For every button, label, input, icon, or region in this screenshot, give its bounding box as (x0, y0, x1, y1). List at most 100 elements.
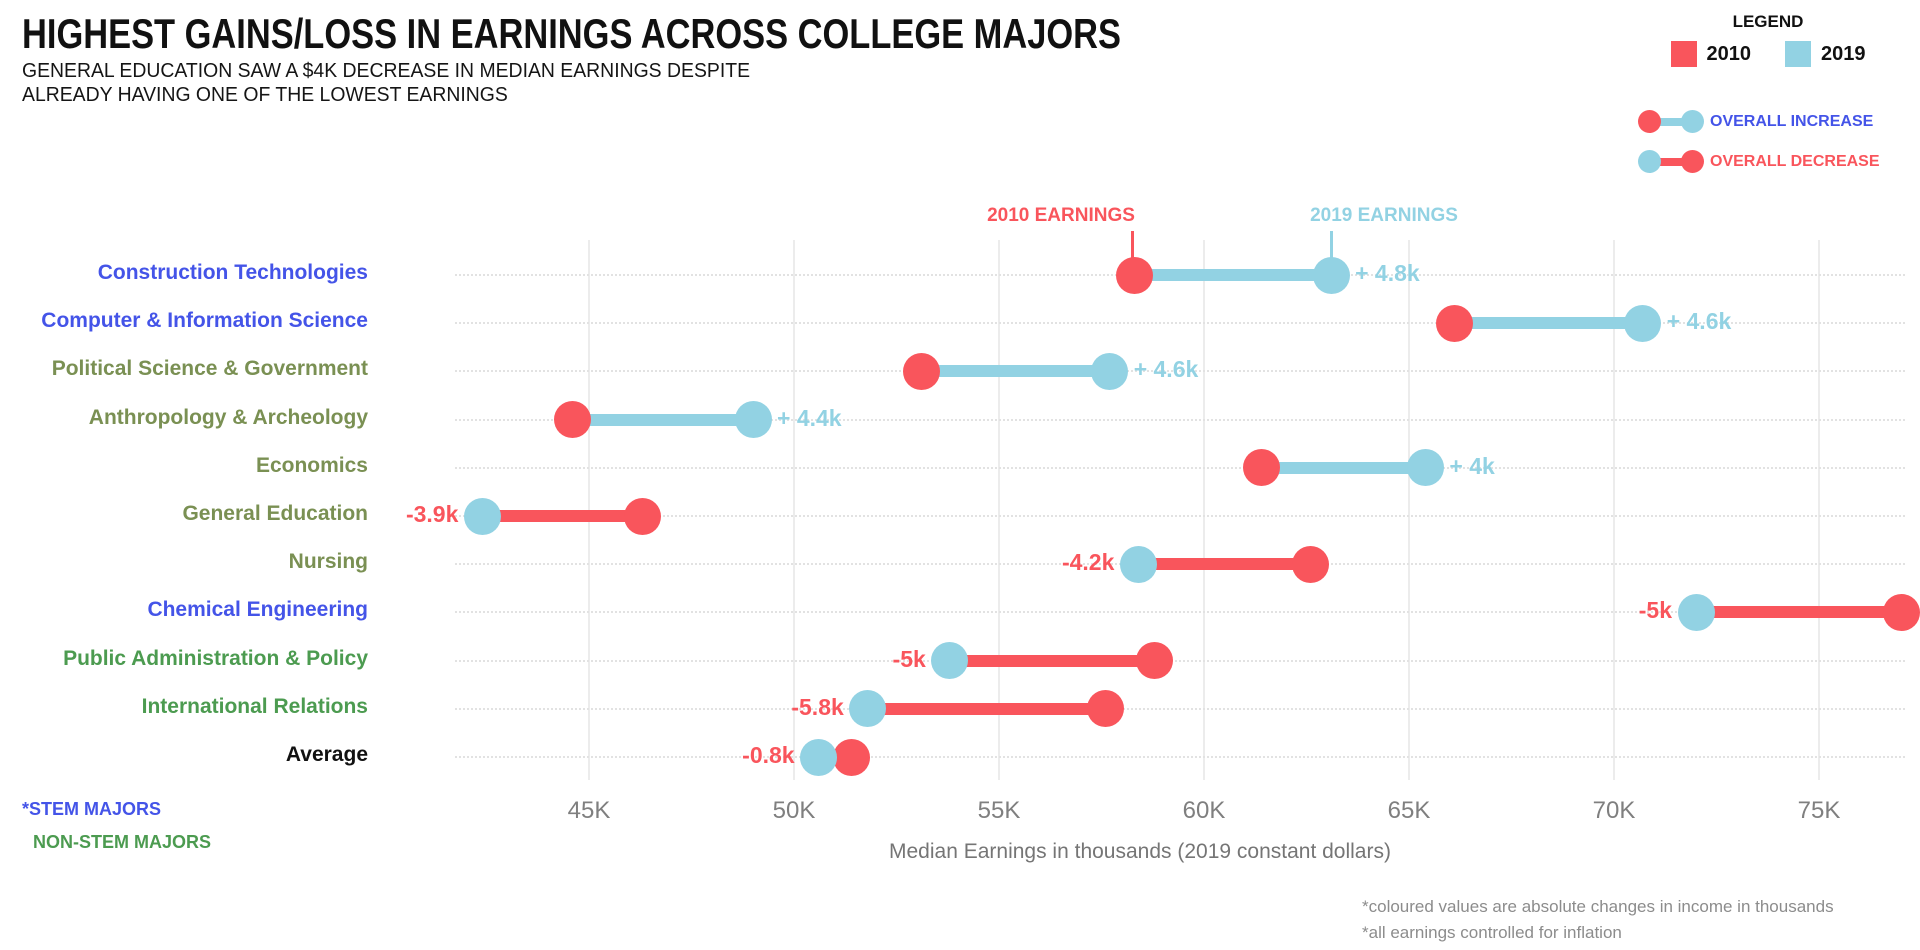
row-guide-line (455, 418, 1905, 421)
dot-2010 (1882, 593, 1920, 631)
gridline-75K (1818, 240, 1820, 780)
change-value-label: + 4.6k (1133, 356, 1199, 383)
annotation-2019-earnings: 2019 EARNINGS (1310, 205, 1458, 226)
row-guide-line (455, 707, 1905, 710)
category-label: Average (285, 743, 368, 766)
gridline-65K (1408, 240, 1410, 780)
legend-overall-decrease: OVERALL DECREASE (1638, 150, 1880, 173)
row-guide-line (455, 322, 1905, 325)
stem-majors-key: *STEM MAJORS (22, 799, 162, 819)
change-value-label: -5k (1638, 597, 1672, 624)
row-guide-line (455, 611, 1905, 614)
category-label: Political Science & Government (51, 357, 368, 381)
row-guide-line (455, 756, 1905, 758)
decrease-icon-bar (1656, 157, 1686, 166)
legend-overall-increase: OVERALL INCREASE (1638, 110, 1873, 133)
dot-2010 (1292, 545, 1330, 583)
dot-2019 (1091, 352, 1129, 390)
dot-2010 (1136, 642, 1174, 680)
dot-2019 (1119, 545, 1157, 583)
category-label: Chemical Engineering (147, 598, 368, 622)
dot-2010 (1435, 304, 1473, 342)
legend-swatch-2019 (1785, 41, 1811, 67)
overall-increase-label: OVERALL INCREASE (1710, 112, 1874, 130)
decrease-icon-2019-dot (1638, 150, 1661, 173)
dumbbell-bar (572, 413, 753, 426)
dot-2019 (1312, 256, 1350, 294)
annotation-2010-leader-line (1131, 231, 1134, 258)
increase-icon-bar (1656, 117, 1686, 126)
increase-icon-2019-dot (1681, 110, 1704, 133)
change-value-label: -3.9k (405, 501, 459, 527)
dot-2019 (1624, 304, 1662, 342)
subtitle-line-1: GENERAL EDUCATION SAW A $4K DECREASE IN … (22, 60, 751, 82)
increase-dumbbell-icon (1638, 110, 1704, 133)
legend-label-2010: 2010 (1706, 42, 1752, 65)
category-label: Anthropology & Archeology (88, 405, 368, 429)
change-value-label: -5.8k (791, 693, 844, 720)
dot-2019 (1677, 593, 1715, 631)
change-value-label: + 4k (1449, 452, 1495, 479)
decrease-icon-2010-dot (1681, 150, 1704, 173)
dot-2010 (554, 401, 592, 439)
subtitle-line-2: ALREADY HAVING ONE OF THE LOWEST EARNING… (22, 84, 508, 106)
dot-2010 (623, 497, 661, 535)
x-tick-label-45K: 45K (567, 797, 611, 824)
category-label: International Relations (141, 694, 368, 718)
x-tick-label-75K: 75K (1797, 797, 1841, 824)
legend-swatch-2010 (1670, 41, 1697, 67)
annotation-2019-leader-line (1330, 231, 1333, 258)
dot-2010 (1242, 449, 1280, 487)
x-axis-title: Median Earnings in thousands (2019 const… (889, 840, 1391, 863)
dot-2019 (800, 738, 838, 776)
footnote-coloured-values: *coloured values are absolute changes in… (1362, 897, 1834, 916)
page-title: HIGHEST GAINS/LOSS IN EARNINGS ACROSS CO… (22, 10, 1122, 57)
change-value-label: -4.2k (1061, 549, 1115, 576)
decrease-dumbbell-icon (1638, 150, 1704, 173)
category-label: Economics (255, 453, 368, 477)
change-value-label: + 4.6k (1666, 308, 1732, 335)
x-tick-label-50K: 50K (772, 797, 816, 824)
dot-2019 (734, 401, 772, 439)
row-guide-line (455, 515, 1905, 517)
annotation-2010-earnings: 2010 EARNINGS (987, 205, 1135, 226)
dot-2010 (1115, 256, 1153, 294)
non-stem-majors-key: NON-STEM MAJORS (33, 832, 212, 852)
footnote-inflation: *all earnings controlled for inflation (1362, 923, 1622, 942)
row-guide-line (455, 659, 1905, 662)
x-tick-label-65K: 65K (1387, 797, 1431, 824)
row-guide-line (455, 370, 1905, 373)
increase-icon-2010-dot (1638, 110, 1661, 133)
dumbbell-bar (1138, 558, 1311, 571)
change-value-label: + 4.8k (1355, 260, 1420, 286)
dot-2019 (463, 497, 501, 535)
change-value-label: -5k (892, 645, 926, 672)
category-label: Construction Technologies (97, 261, 368, 284)
x-tick-label-60K: 60K (1182, 797, 1226, 824)
category-label: Computer & Information Science (41, 309, 368, 333)
dot-2019 (1406, 449, 1444, 487)
dot-2010 (832, 738, 870, 776)
dot-2019 (931, 642, 969, 680)
dot-2019 (849, 690, 887, 728)
change-value-label: + 4.4k (777, 404, 842, 431)
category-label: Nursing (288, 550, 368, 574)
dumbbell-bar (1261, 461, 1426, 474)
dot-2010 (902, 352, 940, 390)
x-tick-label-70K: 70K (1592, 797, 1636, 824)
change-value-label: -0.8k (742, 742, 795, 768)
dot-2010 (1087, 690, 1125, 728)
dumbbell-bar (1696, 606, 1901, 619)
dumbbell-bar (1134, 269, 1332, 281)
category-label: Public Administration & Policy (63, 646, 368, 670)
legend-label-2019: 2019 (1821, 42, 1866, 65)
legend: LEGEND 2010 2019 (1648, 12, 1888, 72)
legend-swatch-row: 2010 2019 (1670, 41, 1866, 67)
gridline-50K (793, 240, 795, 780)
dumbbell-bar (921, 365, 1110, 378)
gridline-55K (998, 240, 1000, 780)
category-label: General Education (182, 502, 368, 525)
x-tick-label-55K: 55K (977, 797, 1021, 824)
